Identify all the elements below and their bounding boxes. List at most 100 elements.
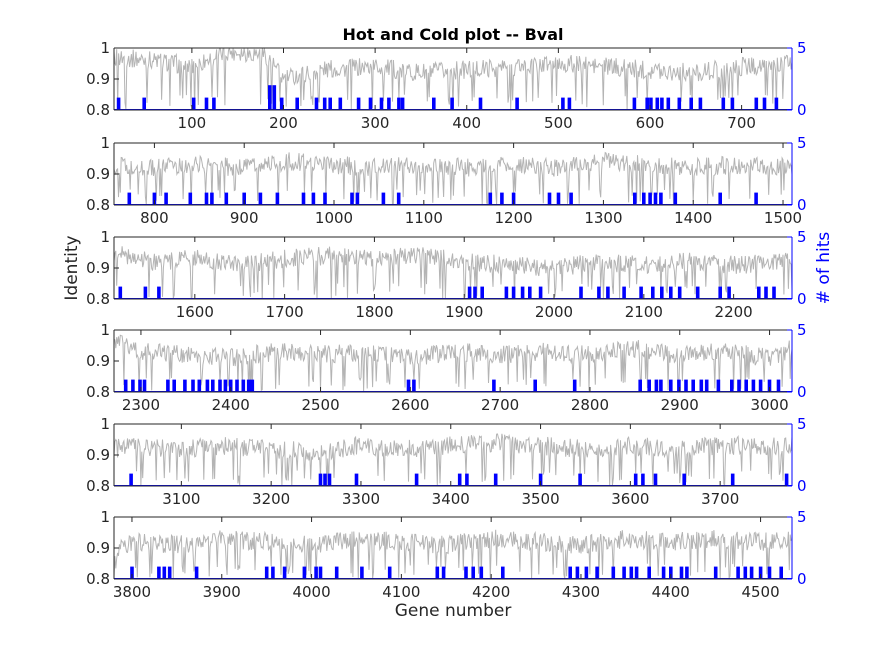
hit-bar — [645, 97, 649, 110]
left-y-tick-label: 0.9 — [86, 446, 110, 464]
left-y-tick-label: 0.8 — [86, 290, 110, 308]
hit-bar — [338, 97, 343, 110]
x-tick-label: 2400 — [212, 396, 250, 414]
x-tick-label: 100 — [178, 114, 207, 132]
x-tick-label: 1000 — [315, 209, 353, 227]
panel-3: 0.8 0.9 1 0 5 1600 1700 1800 1900 2000 2100 2200 — [86, 228, 806, 321]
hit-bar — [130, 566, 134, 579]
right-y-tick-label: 5 — [797, 321, 807, 339]
hit-bar — [629, 566, 634, 579]
hit-bar — [538, 286, 543, 299]
hit-bar — [653, 192, 658, 205]
left-y-tick-label: 1 — [100, 415, 110, 433]
hit-bar — [655, 97, 660, 110]
hit-bar — [152, 192, 157, 205]
hit-bar — [673, 192, 678, 205]
hit-bar — [772, 286, 776, 299]
x-tick-label: 700 — [727, 114, 756, 132]
hit-bar — [669, 286, 673, 299]
hit-bar — [302, 566, 307, 579]
hit-bar — [360, 566, 364, 579]
hit-bar — [677, 286, 682, 299]
left-y-tick-label: 0.9 — [86, 165, 110, 183]
identity-series-line — [114, 529, 792, 579]
hit-bar — [471, 566, 475, 579]
hit-bar — [473, 286, 477, 299]
right-y-tick-label: 0 — [797, 101, 807, 119]
hit-bar — [172, 379, 176, 392]
hit-bar — [228, 379, 233, 392]
x-tick-label: 3000 — [750, 396, 788, 414]
x-tick-label: 3600 — [611, 490, 649, 508]
hit-bar — [677, 97, 682, 110]
hit-bar — [538, 473, 543, 486]
hit-bar — [776, 379, 781, 392]
hit-bar — [641, 473, 645, 486]
hit-bar — [500, 192, 504, 205]
hit-bar — [754, 192, 758, 205]
hit-bar — [575, 566, 580, 579]
hit-bar — [314, 97, 319, 110]
hit-bar — [684, 379, 688, 392]
hit-bar — [355, 192, 360, 205]
hit-bar — [727, 286, 731, 299]
hit-bar — [295, 97, 299, 110]
x-tick-label: 1400 — [674, 209, 712, 227]
hit-bar — [751, 379, 756, 392]
x-tick-label: 2100 — [625, 303, 663, 321]
hit-bar — [356, 97, 361, 110]
hit-bar — [129, 473, 133, 486]
hit-bar — [561, 97, 565, 110]
hit-bar — [327, 473, 332, 486]
left-y-tick-label: 1 — [100, 39, 110, 57]
hit-bar — [659, 379, 663, 392]
hit-bar — [501, 566, 505, 579]
right-y-tick-label: 0 — [797, 290, 807, 308]
hit-bar — [142, 379, 147, 392]
right-y-tick-label: 5 — [797, 39, 807, 57]
panel-6: 0.8 0.9 1 0 5 3800 3900 4000 4100 4200 4300 4400 450… — [86, 508, 806, 601]
hit-bar — [268, 85, 272, 110]
x-tick-label: 2800 — [571, 396, 609, 414]
hit-bar — [649, 97, 653, 110]
x-tick-label: 1300 — [584, 209, 622, 227]
hit-bar — [204, 192, 209, 205]
x-tick-label: 3500 — [521, 490, 559, 508]
hit-bar — [520, 286, 525, 299]
hit-bar — [685, 566, 689, 579]
hit-bar — [116, 97, 121, 110]
hit-bar — [660, 97, 664, 110]
hit-bar — [634, 566, 639, 579]
x-tick-label: 4400 — [652, 583, 690, 601]
right-y-tick-label: 0 — [797, 196, 807, 214]
right-y-tick-label: 5 — [797, 228, 807, 246]
hit-bar — [143, 286, 148, 299]
hit-bar — [757, 286, 761, 299]
hit-bar — [569, 192, 573, 205]
left-y-tick-label: 1 — [100, 228, 110, 246]
x-tick-label: 1500 — [764, 209, 802, 227]
left-y-tick-label: 1 — [100, 508, 110, 526]
x-tick-label: 900 — [230, 209, 259, 227]
hit-bar — [767, 566, 772, 579]
hit-bar — [381, 192, 386, 205]
hit-bar — [323, 192, 327, 205]
hit-bar — [754, 97, 759, 110]
hit-bar — [354, 473, 359, 486]
hit-bar — [504, 286, 509, 299]
hit-bar — [737, 379, 741, 392]
hit-bar — [730, 97, 735, 110]
right-y-tick-label: 0 — [797, 383, 807, 401]
x-tick-label: 800 — [140, 209, 169, 227]
hit-bar — [183, 379, 187, 392]
chart-title: Hot and Cold plot -- Bval — [343, 25, 564, 44]
hit-bar — [492, 379, 496, 392]
hit-bar — [318, 566, 323, 579]
hit-bar — [387, 97, 391, 110]
hit-bar — [166, 379, 170, 392]
left-y-tick-label: 0.9 — [86, 70, 110, 88]
identity-series-line — [114, 151, 792, 205]
hit-bar — [718, 192, 722, 205]
hit-bar — [118, 286, 123, 299]
